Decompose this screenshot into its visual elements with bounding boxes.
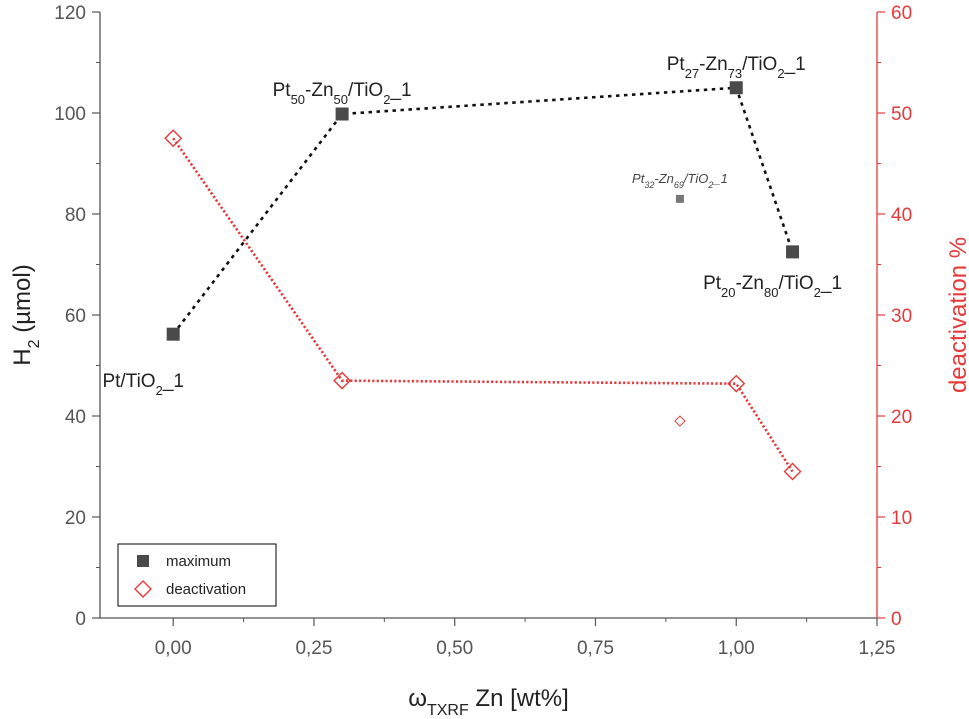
- point-label-part: 20: [721, 284, 735, 299]
- legend-label: maximum: [166, 553, 231, 570]
- point-label-part: _1: [389, 80, 411, 101]
- y-right-tick-label: 10: [891, 508, 912, 529]
- point-label: Pt/TiO2_1: [102, 371, 184, 398]
- point-label-part: 69: [674, 180, 684, 190]
- deactivation-point: [164, 129, 183, 148]
- y-left-axis-title: H2 (µmol): [9, 264, 43, 365]
- x-tick-label: 0,50: [436, 638, 473, 659]
- y-left-tick-label: 20: [65, 508, 86, 529]
- point-label-part: 2: [777, 65, 784, 80]
- point-label-part: 2: [814, 284, 821, 299]
- series-lines: [172, 86, 794, 473]
- point-label-part: 73: [728, 65, 742, 80]
- y-left-tick-label: 80: [65, 205, 86, 226]
- point-label-part: 50: [334, 92, 348, 107]
- axes: 0,00 0,25 0,50 0,75 1,00 1,25 0 20 40 60 80 100 120 0…: [9, 3, 969, 719]
- point-label: Pt27-Zn73/TiO2_1: [667, 54, 806, 81]
- y-left-title-main: H: [9, 348, 36, 365]
- point-label-part: _1: [784, 54, 806, 75]
- y-left-tick-label: 60: [65, 306, 86, 327]
- point-label-part: 27: [685, 65, 699, 80]
- y-left-title-sub: 2: [26, 339, 43, 348]
- legend-marker-diamond: [134, 580, 152, 598]
- y-left-tick-label: 120: [54, 3, 86, 24]
- x-axis-title: ωTXRF Zn [wt%]: [408, 685, 569, 719]
- point-label-part: Pt: [703, 273, 722, 294]
- maximum-point-extra: [675, 194, 684, 203]
- y-right-tick-label: 30: [891, 306, 912, 327]
- maximum-point: [786, 245, 800, 259]
- x-tick-label: 0,00: [155, 638, 192, 659]
- series-line-deactivation: [172, 137, 794, 473]
- point-label-part: _1: [162, 371, 184, 392]
- point-label: Pt20-Zn80/TiO2_1: [703, 273, 842, 300]
- point-label-part: 2: [156, 383, 163, 398]
- x-axis-title-sub: TXRF: [427, 702, 469, 719]
- x-tick-label: 1,00: [718, 638, 755, 659]
- point-label-part: Pt: [632, 171, 646, 186]
- y-left-tick-label: 40: [65, 407, 86, 428]
- x-tick-label: 1,25: [859, 638, 896, 659]
- maximum-point: [166, 327, 180, 341]
- point-label-part: 2: [707, 180, 713, 190]
- deactivation-point: [333, 371, 352, 390]
- point-label-part: 50: [291, 92, 305, 107]
- x-tick-label: 0,75: [577, 638, 614, 659]
- y-left-tick-label: 100: [54, 104, 86, 125]
- point-label-part: 32: [644, 180, 654, 190]
- point-label-part: -Zn: [305, 80, 334, 101]
- x-tick-label: 0,25: [295, 638, 332, 659]
- y-left-title-rest: (µmol): [9, 264, 36, 339]
- deactivation-point-extra: [674, 415, 686, 427]
- point-label-part: /TiO: [683, 171, 708, 186]
- point-label-part: -Zn: [654, 171, 674, 186]
- data-points: [164, 81, 802, 481]
- deactivation-point: [783, 462, 802, 481]
- y-right-tick-label: 60: [891, 3, 912, 24]
- point-label-part: 80: [764, 284, 778, 299]
- y-left-tick-label: 0: [75, 609, 86, 630]
- point-label-part: _1: [820, 273, 842, 294]
- point-label-part: 2: [383, 92, 390, 107]
- y-right-tick-label: 50: [891, 104, 912, 125]
- legend: maximum deactivation: [117, 543, 277, 607]
- point-annotations: Pt/TiO2_1Pt50-Zn50/TiO2_1Pt27-Zn73/TiO2_…: [102, 54, 842, 398]
- series-line-maximum: [172, 86, 794, 335]
- point-label-part: /TiO: [778, 273, 813, 294]
- point-label-part: -Zn: [699, 54, 728, 75]
- y-right-tick-label: 40: [891, 205, 912, 226]
- point-label-part: Pt: [273, 80, 292, 101]
- point-label-part: Pt/TiO: [102, 371, 155, 392]
- point-label-part: -Zn: [735, 273, 764, 294]
- point-label-part: _1: [711, 171, 727, 186]
- point-label: Pt32-Zn69/TiO2_1: [632, 171, 728, 190]
- maximum-point: [729, 81, 743, 95]
- x-axis-title-main: ω: [408, 685, 427, 712]
- legend-marker-square: [137, 555, 149, 567]
- deactivation-point: [727, 374, 746, 393]
- point-label-part: /TiO: [742, 54, 777, 75]
- y-right-axis-title: deactivation %: [945, 237, 969, 393]
- maximum-point: [335, 107, 349, 121]
- x-axis-title-rest: Zn [wt%]: [469, 685, 569, 712]
- point-label-part: Pt: [667, 54, 686, 75]
- point-label: Pt50-Zn50/TiO2_1: [273, 80, 412, 107]
- point-label-part: /TiO: [348, 80, 383, 101]
- y-right-tick-label: 0: [891, 609, 902, 630]
- y-right-tick-label: 20: [891, 407, 912, 428]
- legend-label: deactivation: [166, 581, 246, 598]
